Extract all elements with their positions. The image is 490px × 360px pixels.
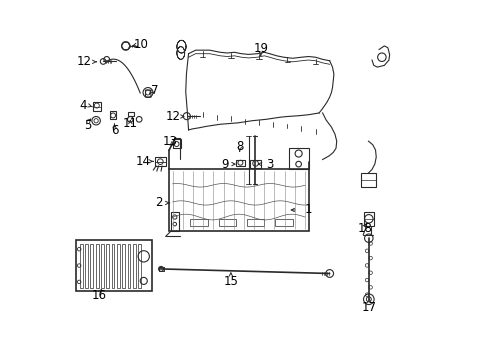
- Text: 13: 13: [162, 135, 177, 148]
- Text: 18: 18: [358, 222, 372, 235]
- Text: 7: 7: [151, 84, 159, 96]
- Text: 9: 9: [221, 158, 229, 171]
- Text: 14: 14: [135, 155, 150, 168]
- Text: 15: 15: [223, 275, 238, 288]
- Text: 5: 5: [84, 119, 92, 132]
- Text: 12: 12: [165, 110, 180, 123]
- Text: 3: 3: [266, 158, 273, 171]
- Text: 4: 4: [79, 99, 86, 112]
- Text: 17: 17: [362, 301, 377, 314]
- Text: 19: 19: [253, 42, 269, 55]
- Text: 1: 1: [305, 203, 312, 216]
- Text: 6: 6: [111, 124, 118, 137]
- Text: 16: 16: [92, 289, 107, 302]
- Text: 8: 8: [236, 140, 244, 153]
- Text: 11: 11: [123, 117, 138, 130]
- Text: 12: 12: [77, 55, 92, 68]
- Text: 10: 10: [133, 38, 148, 51]
- Text: 2: 2: [155, 197, 162, 210]
